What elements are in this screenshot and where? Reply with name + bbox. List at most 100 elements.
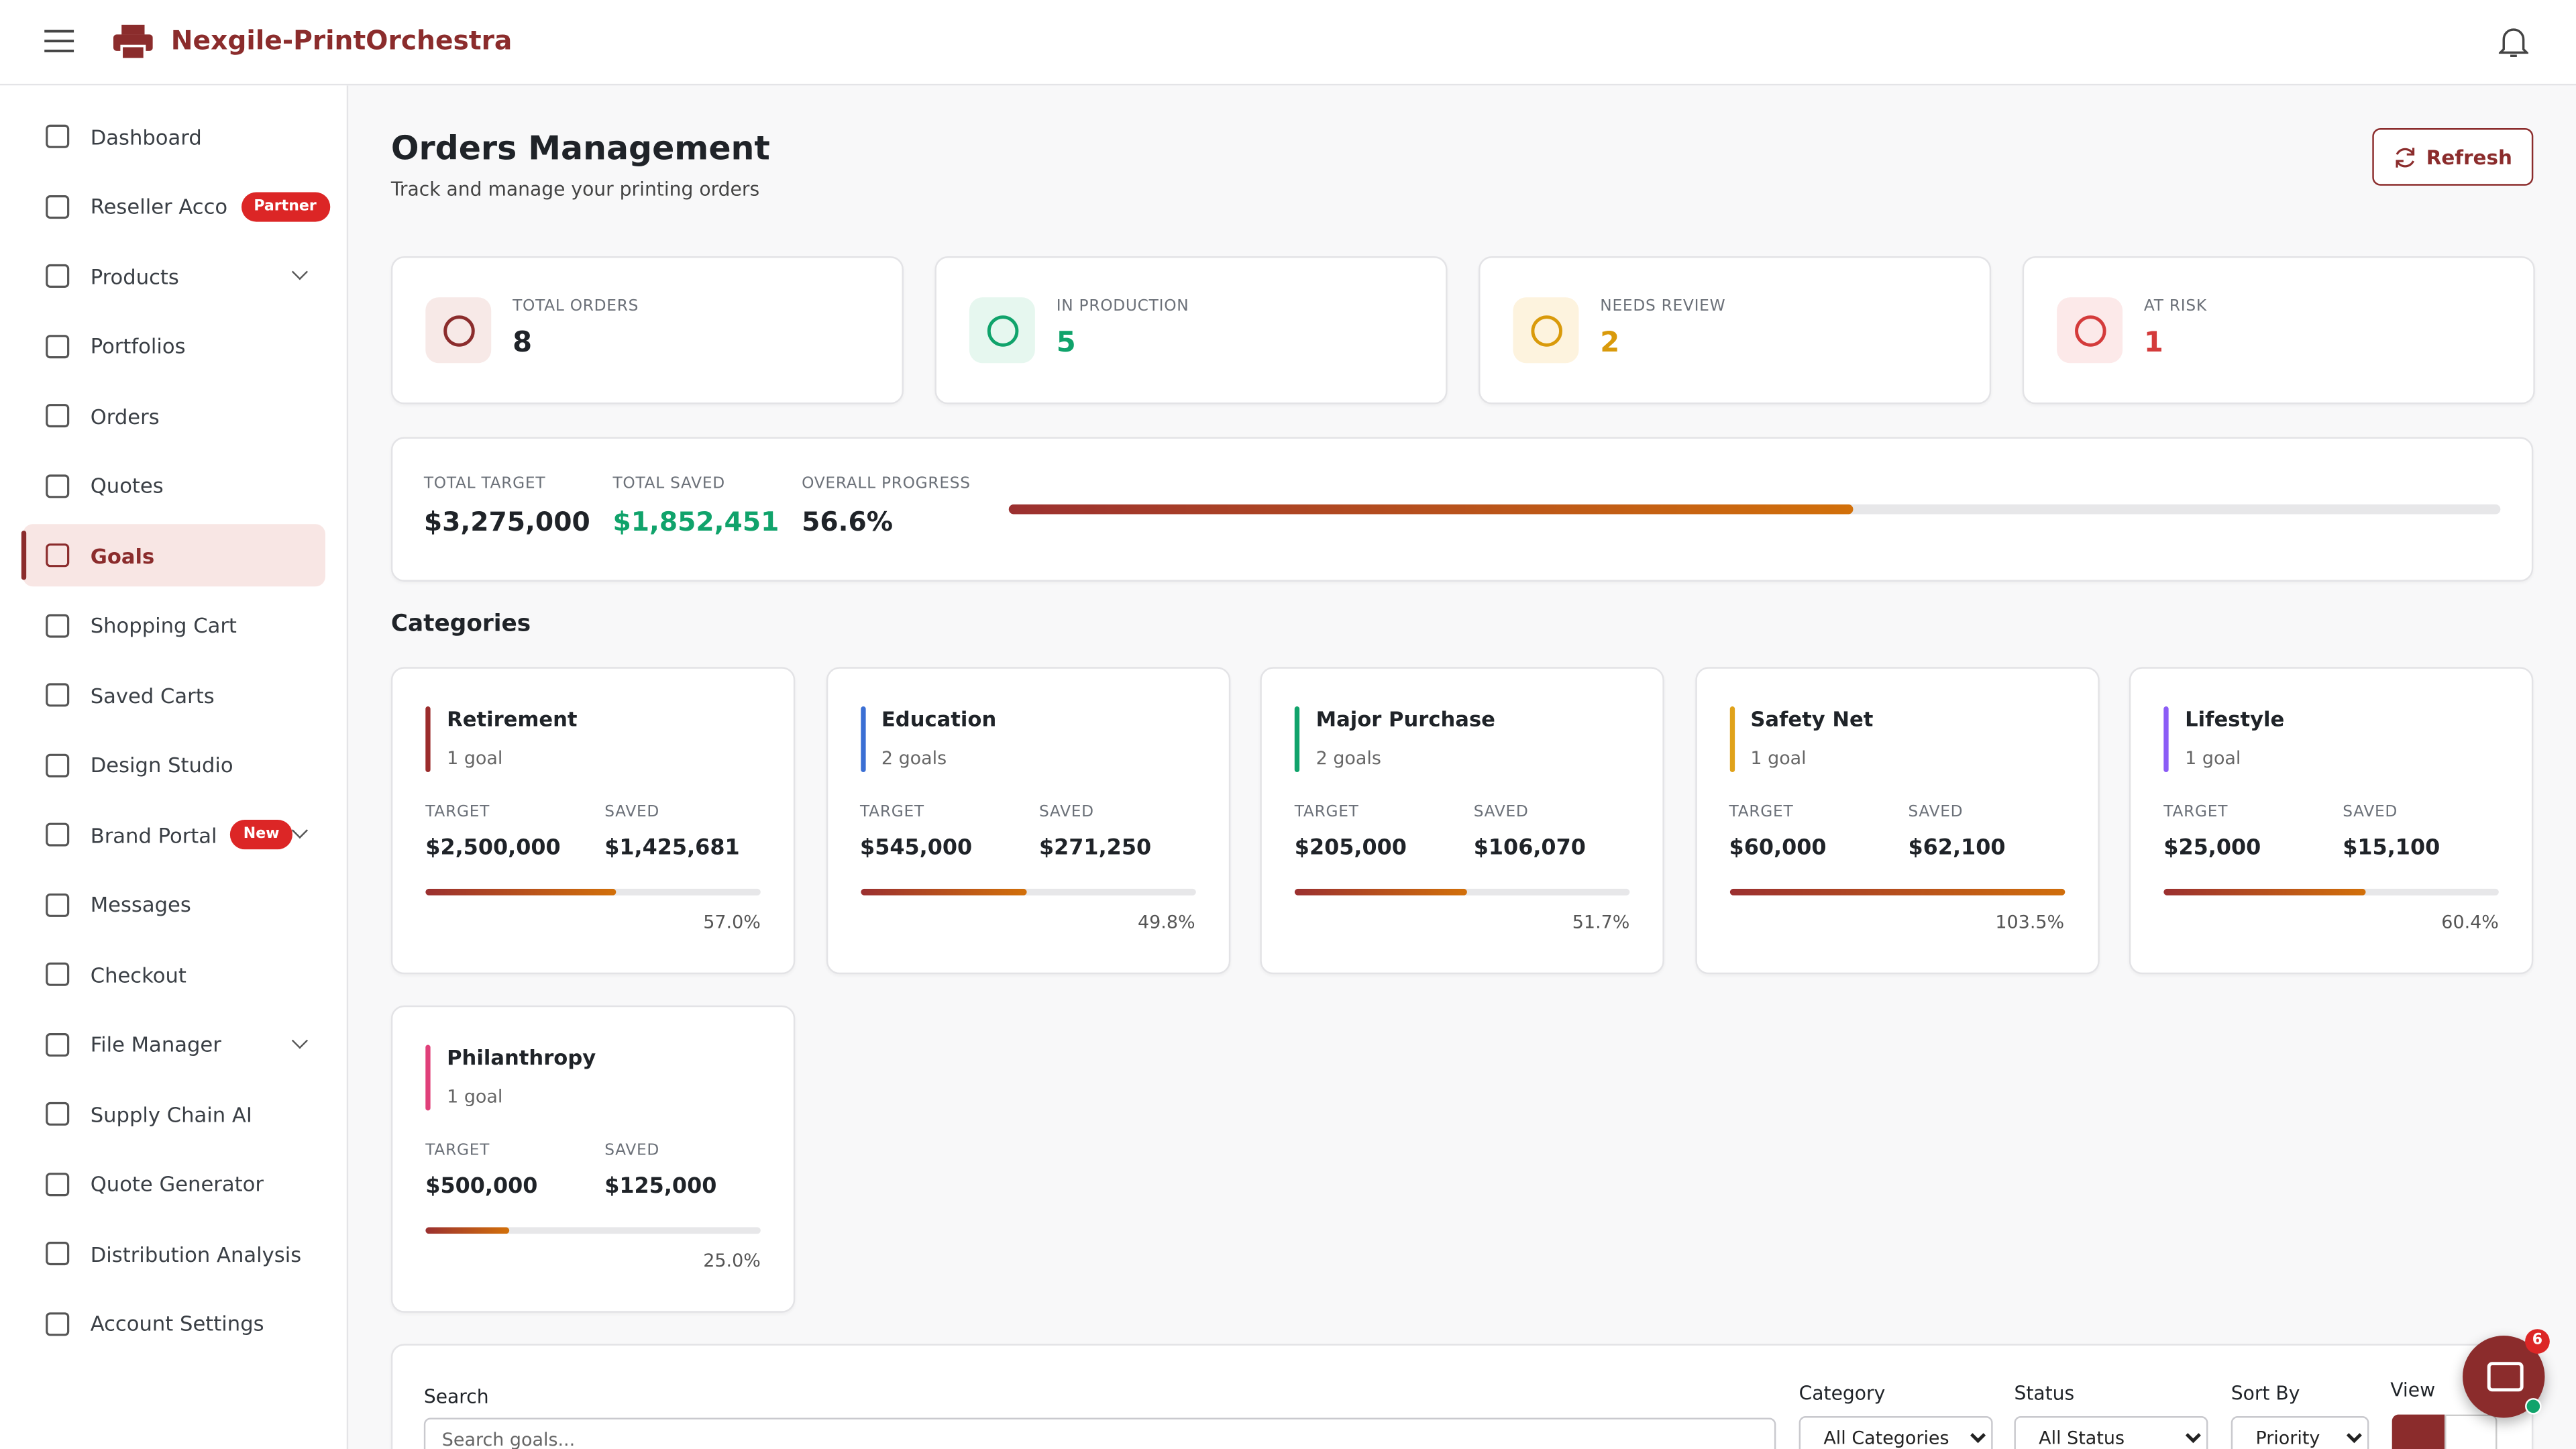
category-saved-label: SAVED xyxy=(1473,803,1529,822)
chat-icon xyxy=(2487,1362,2524,1392)
category-fill xyxy=(2163,888,2367,896)
category-target: $2,500,000 xyxy=(425,836,561,861)
category-card: Philanthropy 1 goal TARGET $500,000 SAVED $12… xyxy=(390,1005,796,1313)
nav-icon xyxy=(46,334,70,358)
nav-item[interactable]: Quote Generator xyxy=(23,1152,325,1215)
nav-item[interactable]: Products xyxy=(23,245,325,307)
nav-item[interactable]: Account Settings xyxy=(23,1292,325,1354)
nav-icon xyxy=(46,124,70,148)
stat-icon xyxy=(969,297,1035,364)
stat-icon-ring xyxy=(987,315,1019,347)
progress-track xyxy=(1008,504,2501,515)
nav-icon xyxy=(46,543,70,568)
nav-badge: Partner xyxy=(240,191,330,221)
nav-icon xyxy=(46,474,70,498)
summary-value: $1,852,451 xyxy=(612,506,780,537)
stat-icon-ring xyxy=(1531,315,1562,347)
nav-icon xyxy=(46,892,70,916)
chevron xyxy=(291,264,309,280)
search-input[interactable]: Search goals... xyxy=(423,1417,1776,1449)
nav-item[interactable]: Checkout xyxy=(23,943,325,1006)
nav-item[interactable]: File Manager xyxy=(23,1013,325,1075)
category-percent: 57.0% xyxy=(703,912,761,934)
category-accent xyxy=(1294,706,1300,773)
category-target-label: TARGET xyxy=(2163,803,2229,822)
nav-icon xyxy=(46,1171,70,1196)
filter-panel: Search Search goals... Category All Categor… xyxy=(390,1344,2534,1449)
category-card: Lifestyle 1 goal TARGET $25,000 SAVED $15,100… xyxy=(2129,667,2534,975)
refresh-icon xyxy=(2396,147,2414,167)
status-select[interactable]: All Status xyxy=(2014,1416,2208,1449)
category-track xyxy=(1294,888,1630,896)
category-saved: $15,100 xyxy=(2343,836,2440,861)
nav-icon xyxy=(46,1242,70,1266)
category-percent: 49.8% xyxy=(1138,912,1195,934)
nav-label: Goals xyxy=(90,543,155,568)
nav-item[interactable]: Saved Carts xyxy=(23,663,325,726)
nav-label: Supply Chain AI xyxy=(90,1102,252,1126)
brand: Nexgile-PrintOrchestra xyxy=(170,24,513,56)
nav-item[interactable]: Shopping Cart xyxy=(23,594,325,656)
sort-label: Sort By xyxy=(2231,1381,2300,1405)
nav-item[interactable]: Goals xyxy=(21,524,325,587)
status-label: Status xyxy=(2014,1381,2075,1405)
category-fill xyxy=(1729,888,2065,896)
summary-card: TOTAL TARGET $3,275,000 TOTAL SAVED $1,852,… xyxy=(390,437,2534,582)
nav-icon xyxy=(46,1032,70,1056)
nav-label: File Manager xyxy=(90,1031,221,1057)
summary-label: TOTAL TARGET xyxy=(423,474,546,493)
chat-button[interactable]: 6 xyxy=(2463,1329,2550,1418)
nav-item[interactable]: Supply Chain AI xyxy=(23,1083,325,1145)
stat-value: 2 xyxy=(1600,327,1620,360)
category-target-label: TARGET xyxy=(425,1142,490,1160)
category-count: 2 goals xyxy=(881,747,947,769)
nav-icon xyxy=(46,264,70,288)
category-name: Major Purchase xyxy=(1316,706,1495,731)
category-count: 2 goals xyxy=(1316,747,1381,769)
category-target-label: TARGET xyxy=(1729,803,1794,822)
stat-icon xyxy=(2057,297,2123,364)
stat-label: NEEDS REVIEW xyxy=(1600,297,1726,316)
category-track xyxy=(2163,888,2499,896)
nav-icon xyxy=(46,683,70,707)
main: Orders Management Track and manage your … xyxy=(348,85,2576,1449)
nav-label: Distribution Analysis xyxy=(90,1241,302,1266)
nav-item[interactable]: Brand Portal New xyxy=(23,804,325,866)
stat-value: 8 xyxy=(513,327,533,360)
category-name: Education xyxy=(881,706,997,731)
nav-item[interactable]: Distribution Analysis xyxy=(23,1222,325,1285)
chat-badge: 6 xyxy=(2525,1329,2550,1354)
category-card: Safety Net 1 goal TARGET $60,000 SAVED $62,10… xyxy=(1695,667,2099,975)
nav-item[interactable]: Reseller Acco Partner xyxy=(23,175,330,237)
nav-item[interactable]: Design Studio xyxy=(23,733,325,796)
list-view-button[interactable] xyxy=(2445,1414,2498,1449)
category-fill xyxy=(860,888,1027,896)
category-card: Retirement 1 goal TARGET $2,500,000 SAVED $1,… xyxy=(390,667,796,975)
summary-value: $3,275,000 xyxy=(423,506,590,537)
refresh-button[interactable]: Refresh xyxy=(2372,128,2534,186)
category-name: Safety Net xyxy=(1750,706,1874,731)
category-saved: $1,425,681 xyxy=(604,836,740,861)
notifications[interactable] xyxy=(2498,26,2528,59)
nav-label: Quote Generator xyxy=(90,1171,264,1196)
nav-item[interactable]: Dashboard xyxy=(23,105,325,168)
category-fill xyxy=(1294,888,1468,896)
menu-button[interactable] xyxy=(44,30,74,52)
nav-label: Saved Carts xyxy=(90,682,215,708)
nav-label: Portfolios xyxy=(90,333,186,358)
category-select[interactable]: All Categories xyxy=(1799,1416,1993,1449)
nav-item[interactable]: Portfolios xyxy=(23,315,325,377)
category-percent: 51.7% xyxy=(1572,912,1630,934)
sort-select[interactable]: Priority xyxy=(2231,1416,2369,1449)
category-fill xyxy=(425,1227,510,1234)
grid-view-button[interactable] xyxy=(2392,1414,2445,1449)
category-saved: $62,100 xyxy=(1908,836,2006,861)
nav-item[interactable]: Quotes xyxy=(23,454,325,517)
nav-item[interactable]: Messages xyxy=(23,873,325,936)
category-track xyxy=(425,1227,761,1234)
nav-label: Design Studio xyxy=(90,752,233,777)
nav-label: Quotes xyxy=(90,473,164,498)
category-label: Category xyxy=(1799,1381,1886,1405)
nav-item[interactable]: Orders xyxy=(23,384,325,447)
